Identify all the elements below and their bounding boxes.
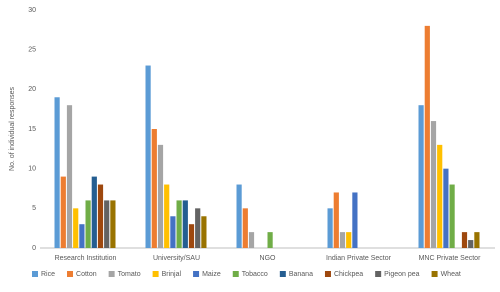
bar	[97, 184, 104, 248]
bar	[443, 168, 449, 248]
y-tick-label: 25	[28, 47, 36, 54]
bar	[85, 200, 91, 248]
bar	[188, 224, 195, 248]
x-tick-label: Indian Private Sector	[326, 255, 392, 262]
bar	[333, 192, 339, 248]
bar	[418, 105, 424, 248]
x-tick-label: Research Institution	[55, 255, 117, 262]
y-tick-label: 30	[28, 7, 36, 14]
legend-label: Cotton	[76, 271, 97, 278]
legend-swatch	[431, 271, 438, 277]
bar	[449, 184, 455, 248]
legend-label: Pigeon pea	[384, 271, 420, 278]
x-tick-label: University/SAU	[153, 255, 200, 262]
x-tick-label: NGO	[260, 255, 277, 262]
y-tick-label: 20	[28, 86, 36, 93]
bar	[110, 200, 116, 248]
bar	[195, 208, 201, 248]
y-tick-label: 15	[28, 126, 36, 133]
legend-label: Tobacco	[242, 271, 268, 278]
bar	[468, 240, 474, 248]
legend-swatch	[193, 271, 200, 277]
legend-swatch	[108, 271, 115, 277]
legend-swatch	[32, 271, 38, 277]
legend-label: Tomato	[118, 271, 141, 278]
y-tick-label: 10	[28, 166, 36, 173]
bar	[145, 65, 151, 249]
y-tick-label: 5	[32, 205, 36, 212]
legend-label: Banana	[289, 271, 313, 278]
legend-label: Chickpea	[334, 271, 363, 278]
bar	[104, 200, 110, 248]
bar	[242, 208, 248, 248]
bar	[339, 232, 346, 248]
y-tick-label: 0	[32, 245, 36, 252]
bar	[66, 105, 73, 248]
bar	[157, 144, 164, 248]
legend-swatch	[375, 271, 382, 277]
legend-swatch	[232, 271, 239, 277]
legend-label: Maize	[202, 271, 221, 278]
legend-swatch	[152, 271, 159, 277]
bar	[54, 97, 60, 249]
bar	[201, 216, 207, 248]
bar	[461, 232, 468, 248]
bar	[182, 200, 188, 248]
bar	[91, 176, 97, 248]
bar	[164, 184, 170, 248]
bar	[79, 224, 85, 248]
bar	[170, 216, 176, 248]
bar	[236, 184, 242, 248]
legend-swatch	[279, 271, 286, 277]
bar	[352, 192, 358, 248]
bar	[430, 121, 437, 248]
bar	[474, 232, 480, 248]
bar	[346, 232, 352, 248]
legend-label: Rice	[41, 271, 55, 278]
bar	[248, 232, 255, 248]
bar	[151, 129, 157, 248]
bar	[60, 176, 66, 248]
bar	[73, 208, 79, 248]
legend-label: Wheat	[441, 271, 461, 278]
bar	[424, 25, 430, 248]
bar	[327, 208, 333, 248]
x-tick-label: MNC Private Sector	[419, 255, 482, 262]
bar	[437, 144, 443, 248]
legend-label: Brinjal	[162, 271, 182, 278]
bar	[176, 200, 182, 248]
legend-swatch	[67, 271, 74, 277]
legend-swatch	[324, 271, 331, 277]
y-axis-label: No. of individual responses	[9, 86, 16, 171]
bar	[267, 232, 273, 248]
